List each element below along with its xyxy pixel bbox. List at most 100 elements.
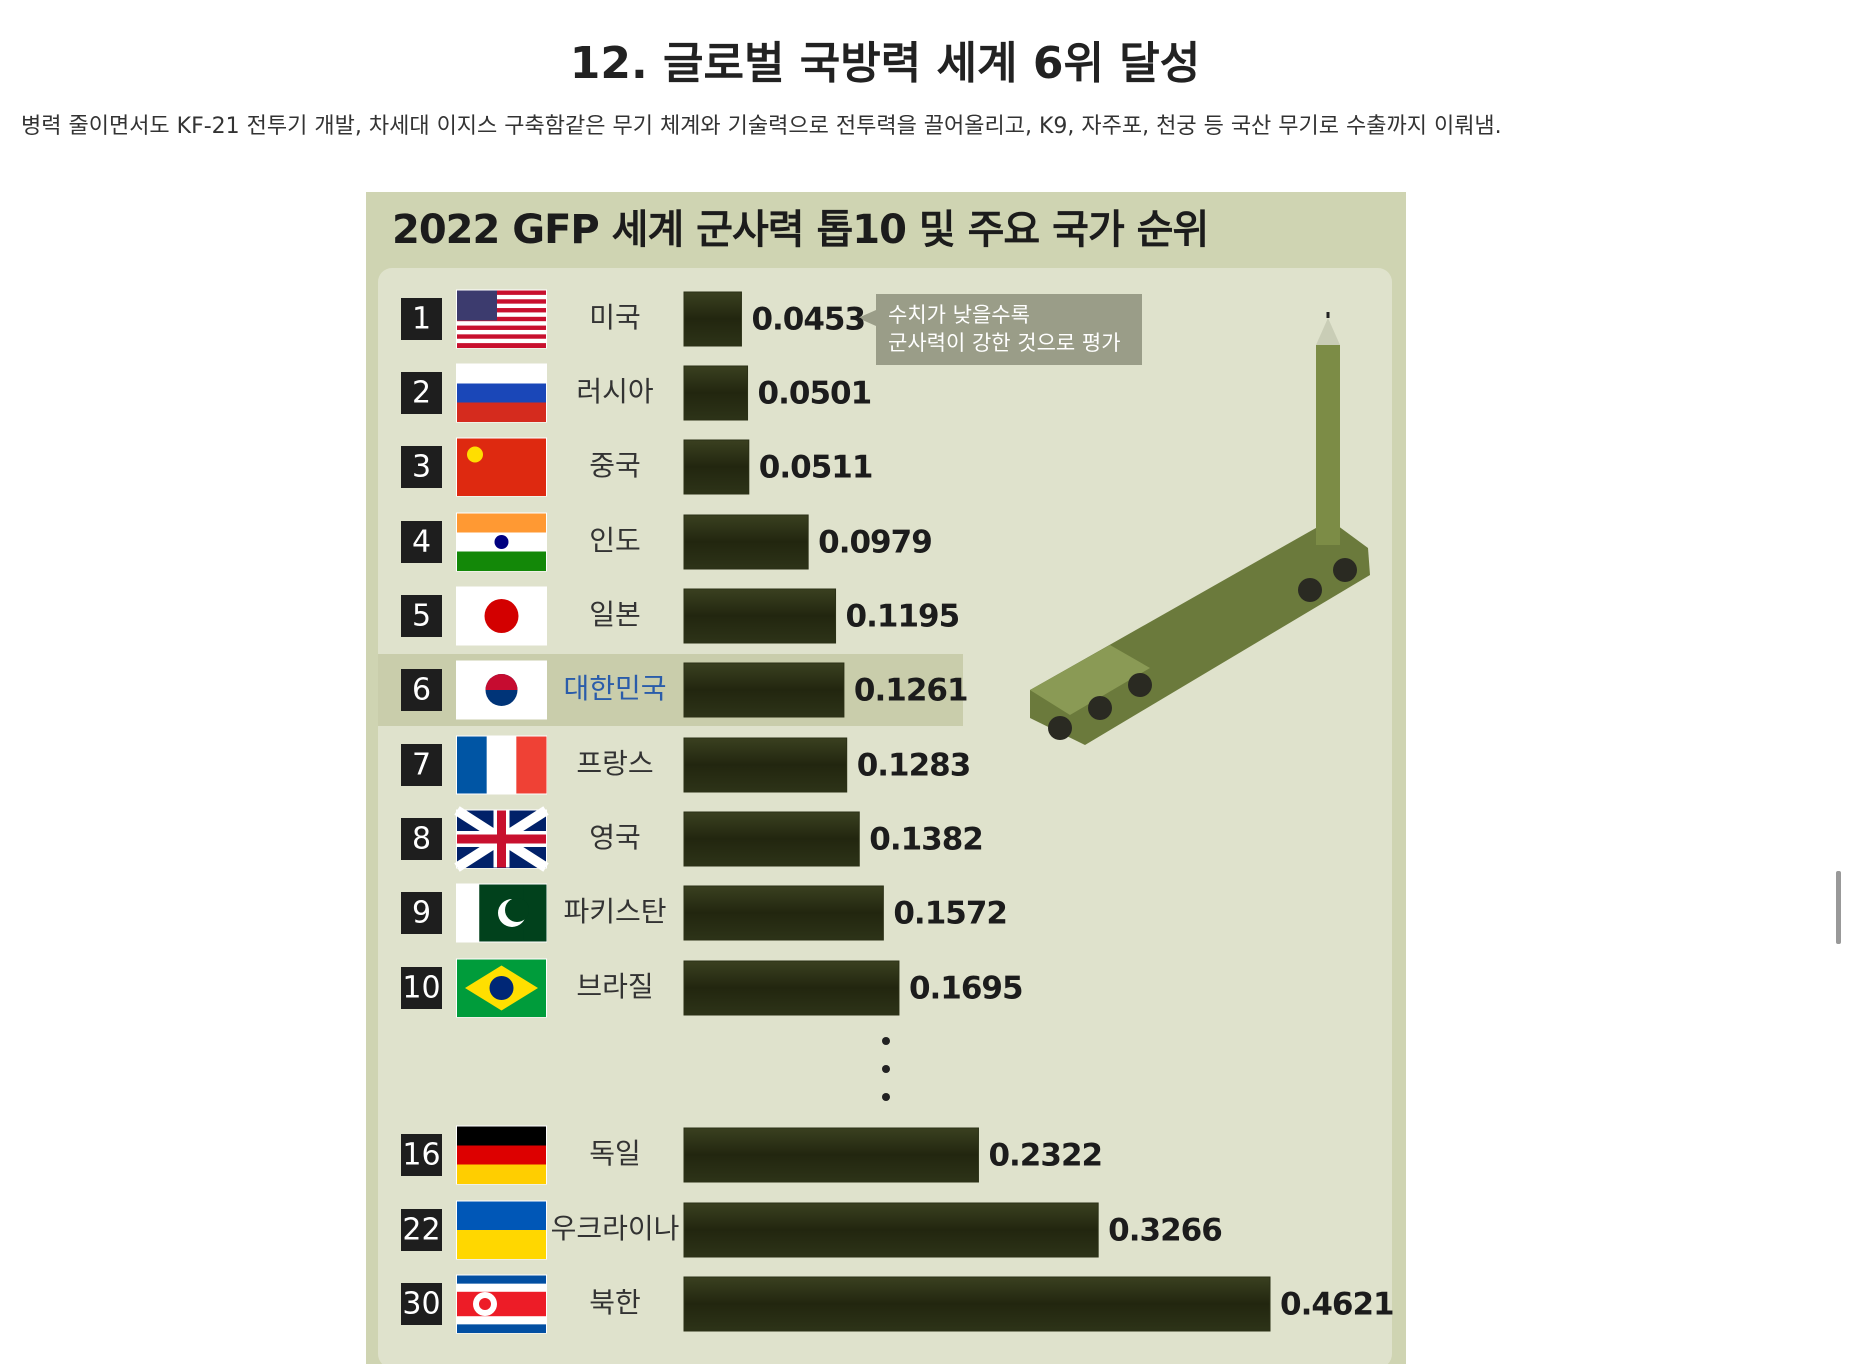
flag-part bbox=[479, 884, 502, 942]
flag-part bbox=[457, 438, 546, 496]
flag-part bbox=[486, 736, 517, 794]
country-label: 인도 bbox=[589, 524, 641, 557]
flag-part bbox=[523, 884, 547, 942]
country-label: 대한민국 bbox=[563, 672, 666, 705]
bar bbox=[683, 1127, 979, 1183]
value-label: 0.1695 bbox=[909, 971, 1023, 1007]
rank-box bbox=[401, 1209, 442, 1251]
rank-box bbox=[401, 744, 442, 786]
flag-part bbox=[457, 1126, 546, 1146]
bar bbox=[683, 811, 860, 867]
annotation: 수치가 낮을수록 bbox=[888, 303, 1030, 327]
row: 22 우크라이나 0.3266 bbox=[401, 1200, 1223, 1260]
rank-box bbox=[401, 372, 442, 414]
rank-box bbox=[401, 967, 442, 1009]
row: 8 영국 0.1382 bbox=[401, 806, 984, 872]
row: 30 북한 0.4621 bbox=[401, 1274, 1395, 1334]
country-label: 일본 bbox=[589, 598, 641, 631]
rank-label: 7 bbox=[412, 748, 431, 783]
rank-label: 2 bbox=[412, 376, 431, 411]
country-label: 파키스탄 bbox=[563, 895, 666, 928]
chart-title: 2022 GFP 세계 군사력 톱10 및 주요 국가 순위 bbox=[392, 207, 1208, 253]
value-label: 0.1572 bbox=[893, 896, 1007, 932]
flag-part bbox=[457, 1324, 546, 1333]
rank-label: 4 bbox=[412, 525, 431, 560]
rank-box bbox=[401, 892, 442, 934]
flag-part bbox=[457, 338, 546, 344]
row: 2 러시아 0.0501 bbox=[401, 363, 872, 423]
rank-box bbox=[401, 446, 442, 488]
rank-label: 22 bbox=[402, 1213, 440, 1248]
bar bbox=[683, 291, 742, 347]
chart-inner bbox=[378, 268, 1392, 1364]
flag bbox=[454, 806, 549, 872]
country-label: 브라질 bbox=[576, 970, 653, 1003]
flag-part bbox=[494, 535, 509, 549]
rank-label: 3 bbox=[412, 450, 431, 485]
flag-part bbox=[457, 325, 546, 331]
value-label: 0.1261 bbox=[854, 673, 968, 709]
flag bbox=[456, 958, 547, 1018]
flag-part bbox=[457, 1299, 546, 1309]
flag-part bbox=[457, 383, 546, 403]
flag-part bbox=[457, 303, 546, 309]
flag-part bbox=[457, 1145, 546, 1165]
value-label: 0.2322 bbox=[988, 1138, 1102, 1174]
flag-part bbox=[457, 290, 546, 296]
body-text: 병력 줄이면서도 KF-21 전투기 개발, 차세대 이지스 구축함같은 무기 … bbox=[21, 114, 1502, 139]
country-label: 미국 bbox=[589, 301, 641, 334]
row: 7 프랑스 0.1283 bbox=[401, 735, 971, 795]
bar bbox=[683, 960, 900, 1016]
value-label: 0.0453 bbox=[751, 302, 865, 338]
dots bbox=[882, 1037, 890, 1101]
flag bbox=[456, 363, 547, 423]
bar bbox=[683, 514, 809, 570]
flag-part bbox=[457, 334, 546, 340]
flag-part bbox=[457, 299, 546, 305]
rank-label: 10 bbox=[402, 971, 440, 1006]
flag-part bbox=[457, 294, 546, 300]
bar bbox=[683, 588, 837, 644]
country-label: 독일 bbox=[589, 1137, 641, 1170]
scrollbar[interactable] bbox=[1836, 871, 1841, 944]
rank-box bbox=[401, 595, 442, 637]
flag-part bbox=[457, 884, 480, 942]
flag-part bbox=[457, 513, 546, 533]
flag-part bbox=[489, 976, 514, 1000]
flag-part bbox=[457, 290, 497, 321]
flag-part bbox=[516, 736, 547, 794]
rank-box bbox=[401, 1134, 442, 1176]
flag-part bbox=[457, 312, 546, 318]
flag-part bbox=[457, 402, 546, 422]
flag-part bbox=[457, 810, 546, 868]
row: 10 브라질 0.1695 bbox=[401, 958, 1024, 1018]
value-label: 0.0511 bbox=[759, 450, 873, 486]
flag bbox=[456, 289, 547, 349]
flag-part bbox=[505, 898, 529, 922]
row: 16 독일 0.2322 bbox=[401, 1125, 1103, 1185]
flag bbox=[456, 586, 547, 646]
value-label: 0.1283 bbox=[857, 748, 971, 784]
flag-part bbox=[485, 674, 518, 690]
row: 3 중국 0.0511 bbox=[401, 437, 873, 497]
flag-part bbox=[457, 1164, 546, 1184]
bar bbox=[683, 439, 750, 495]
row: 4 인도 0.0979 bbox=[401, 512, 933, 572]
flag bbox=[456, 883, 547, 943]
bar bbox=[683, 885, 884, 941]
country-label: 우크라이나 bbox=[551, 1212, 680, 1245]
rank-label: 9 bbox=[412, 896, 431, 931]
flag-part bbox=[457, 308, 546, 313]
row: 5 일본 0.1195 bbox=[401, 586, 960, 646]
rank-box bbox=[401, 298, 442, 340]
missile-illustration bbox=[1030, 312, 1370, 745]
rank-box bbox=[401, 669, 442, 711]
flag-part bbox=[457, 1308, 546, 1317]
flag-part bbox=[457, 1316, 546, 1325]
row: 9 파키스탄 0.1572 bbox=[401, 883, 1008, 943]
value-label: 0.0979 bbox=[818, 525, 932, 561]
flag-part bbox=[457, 1283, 546, 1293]
bar bbox=[683, 1276, 1271, 1332]
flag bbox=[456, 1274, 547, 1334]
rank-label: 8 bbox=[412, 822, 431, 857]
